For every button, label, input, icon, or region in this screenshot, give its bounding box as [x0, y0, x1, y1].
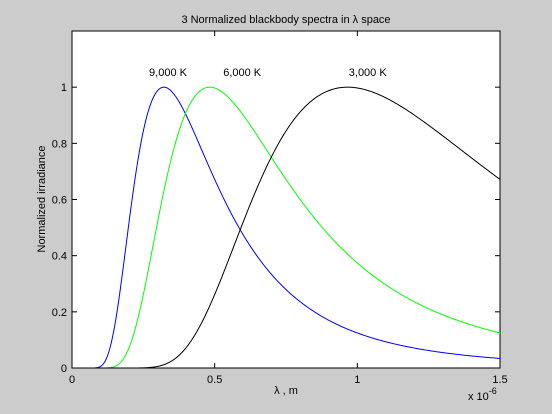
y-tick-label: 0	[61, 363, 67, 375]
y-tick-label: 1	[61, 82, 67, 94]
peak-annotation-label: 3,000 K	[349, 67, 388, 79]
plot-title: 3 Normalized blackbody spectra in λ spac…	[181, 14, 390, 26]
y-axis-ticks: 0 0.2 0.4 0.6 0.8 1	[52, 82, 500, 375]
x-tick-label: 0.5	[207, 374, 222, 386]
series-line-9000k	[72, 86, 500, 368]
x-axis-exponent-power: -6	[489, 386, 497, 396]
x-tick-label: 0	[69, 374, 75, 386]
x-axis-title: λ , m	[274, 385, 298, 397]
peak-annotations: 9,000 K 6,000 K 3,000 K	[149, 67, 387, 79]
axes-background	[71, 30, 501, 369]
y-tick-label: 0.8	[52, 138, 67, 150]
y-tick-label: 0.2	[52, 307, 67, 319]
x-axis-exponent: x 10-6	[468, 386, 497, 403]
series-line-6000k	[72, 86, 500, 368]
x-tick-label: 1.5	[492, 374, 507, 386]
series-line-3000k	[72, 86, 500, 368]
y-axis-title: Normalized irradiance	[36, 146, 48, 253]
peak-annotation-label: 9,000 K	[149, 67, 188, 79]
x-tick-label: 1	[354, 374, 360, 386]
y-tick-label: 0.6	[52, 195, 67, 207]
y-tick-label: 0.4	[52, 251, 67, 263]
data-series	[72, 86, 500, 368]
peak-annotation-label: 6,000 K	[223, 67, 262, 79]
x-axis-ticks: 0 0.5 1 1.5	[69, 31, 508, 386]
